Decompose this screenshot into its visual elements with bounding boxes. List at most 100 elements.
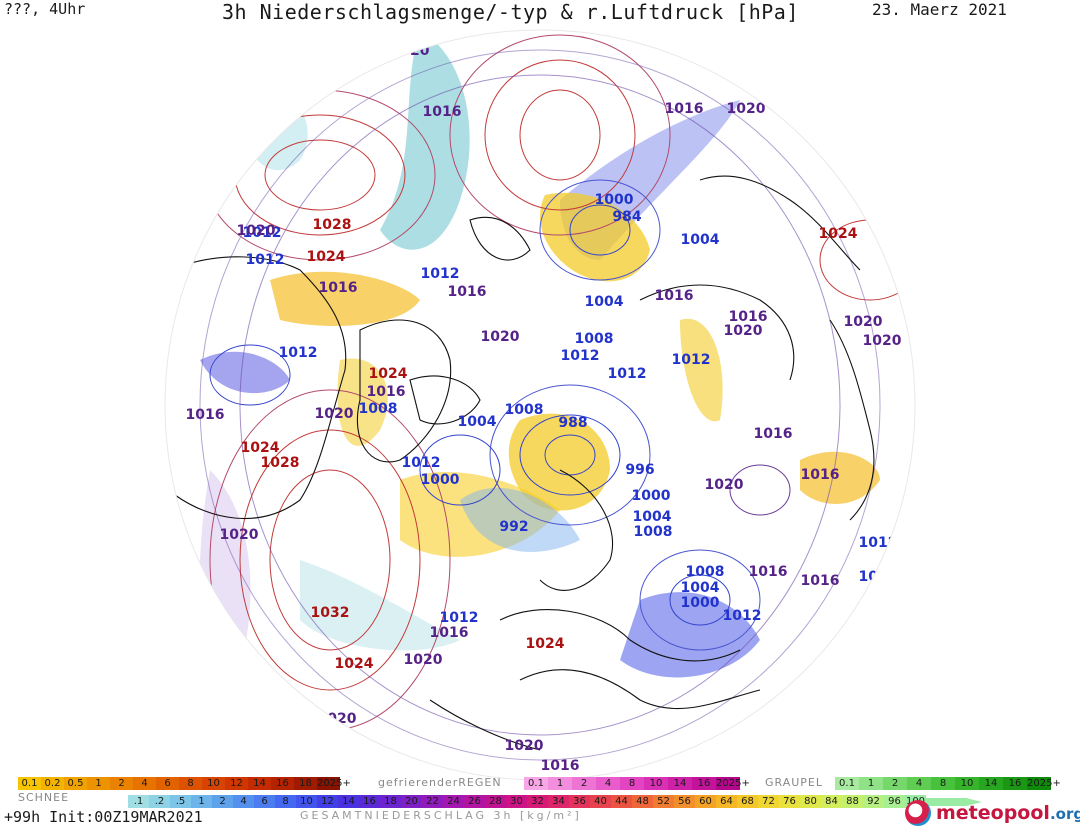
isobar-label: 1004 (681, 232, 720, 248)
brand-name: meteopool.org (936, 802, 1080, 824)
isobar-label: 1024 (335, 656, 374, 672)
isobar-label: 1016 (186, 407, 225, 423)
legend-swatch: 40 (590, 795, 611, 808)
legend-swatch: 8 (275, 795, 296, 808)
legend-swatch: 88 (842, 795, 863, 808)
legend-swatch: 60 (695, 795, 716, 808)
isobar-label: 1028 (261, 455, 300, 471)
isobar-label: 1020 (727, 101, 766, 117)
map-disc (165, 30, 915, 780)
isobar-label: 1020 (220, 527, 259, 543)
legend-swatch: 92 (863, 795, 884, 808)
legend-swatch: 10 (202, 777, 225, 790)
isobar-label: 1012 (402, 455, 441, 471)
legend-total-scale: .1.2.5 1 2 4 6 8 10 12 14 16 18 20 22 24 26 28 30 32 34 36 4… (128, 795, 926, 808)
legend-swatch: 44 (611, 795, 632, 808)
isobar-label: 1016 (801, 573, 840, 589)
isobar-label: 1020 (505, 738, 544, 754)
legend-swatch: 10 (955, 777, 979, 790)
isobar-label: 1016 (665, 101, 704, 117)
legend-swatch: 12 (317, 795, 338, 808)
isobar-label: 1008 (575, 331, 614, 347)
isobar-label: 1012 (859, 535, 898, 551)
isobar-label: 1024 (307, 249, 346, 265)
isobar-label: 1020 (481, 329, 520, 345)
isobar-label: 1016 (801, 467, 840, 483)
isobar-label: 1020 (318, 711, 357, 727)
isobar-label: 1016 (729, 309, 768, 325)
legend-swatch: .2 (149, 795, 170, 808)
isobar-label: 1016 (319, 280, 358, 296)
legend-swatch: 2 (883, 777, 907, 790)
legend-swatch: 96 (884, 795, 905, 808)
legend-swatch: 16 (271, 777, 294, 790)
isobar-label: 1020 (237, 223, 276, 239)
isobar-label: 1032 (311, 605, 350, 621)
legend-swatch: 1 (859, 777, 883, 790)
legend-swatch: 36 (569, 795, 590, 808)
isobar-label: 1012 (279, 345, 318, 361)
isobar-label: 1016 (430, 625, 469, 641)
legend-caption: GESAMTNIEDERSCHLAG 3h [kg/m²] (300, 809, 582, 822)
isobar-label: 1016 (749, 564, 788, 580)
legend-swatch: 4 (233, 795, 254, 808)
legend-swatch: 28 (485, 795, 506, 808)
run-info: +99h Init:00Z19MAR2021 (4, 808, 203, 826)
isobar-label: 1016 (541, 758, 580, 774)
isobar-label: 1016 (655, 288, 694, 304)
legend-swatch: 48 (632, 795, 653, 808)
legend-swatch: .5 (170, 795, 191, 808)
legend-swatch: 18 (380, 795, 401, 808)
legend-swatch: 6 (254, 795, 275, 808)
legend-swatch: 0.1 (524, 777, 548, 790)
legend-swatch: 26 (464, 795, 485, 808)
legend-swatch: 14 (248, 777, 271, 790)
legend-swatch: 34 (548, 795, 569, 808)
valid-date-label: 23. Maerz 2021 (872, 0, 1007, 19)
legend-swatch: 8 (620, 777, 644, 790)
legend-swatch: 10 (296, 795, 317, 808)
isobar-label: 1012 (561, 348, 600, 364)
isobar-label: 1024 (819, 226, 858, 242)
legend-swatch: 6 (156, 777, 179, 790)
isobar-label: 1000 (681, 595, 720, 611)
isobar-label: 1016 (754, 426, 793, 442)
legend-swatch: 64 (716, 795, 737, 808)
legend-snow-scale: 0.1 0.2 0.5 1 2 4 6 8 10 12 14 16 18 2025+ (18, 777, 351, 790)
isobar-label: 1012 (672, 352, 711, 368)
legend-swatch: 2 (110, 777, 133, 790)
legend-swatch: 8 (931, 777, 955, 790)
legend-swatch: 2 (572, 777, 596, 790)
isobar-label: 1000 (421, 472, 460, 488)
isobar-label: 1008 (634, 524, 673, 540)
isobar-label: 1004 (585, 294, 624, 310)
isobar-label: 1016 (423, 104, 462, 120)
legend-swatch: 12 (225, 777, 248, 790)
isobar-label: 1012 (608, 366, 647, 382)
legend-swatch: 4 (907, 777, 931, 790)
isobar-label: 1024 (526, 636, 565, 652)
legend-swatch: 0.5 (64, 777, 87, 790)
isobar-label: 1012 (440, 610, 479, 626)
isobar-label: 1016 (367, 384, 406, 400)
legend-swatch: 32 (527, 795, 548, 808)
isobar-label: 1012 (859, 569, 898, 585)
brand-logo[interactable]: meteopool.org (905, 800, 1080, 826)
legend-swatch: 16 (359, 795, 380, 808)
isobar-label: 1012 (246, 252, 285, 268)
legend-swatch: 14 (338, 795, 359, 808)
legend-graupel-scale: 0.1 1 2 4 8 10 14 16 2025+ (835, 777, 1061, 790)
legend-swatch: 68 (737, 795, 758, 808)
legend-swatch: 14 (668, 777, 692, 790)
legend-graupel-label: GRAUPEL (765, 776, 824, 789)
isobar-label: 1020 (863, 333, 902, 349)
legend-swatch: .1 (128, 795, 149, 808)
isobar-label: 1000 (595, 192, 634, 208)
isobar-lines (199, 34, 915, 761)
legend-swatch: 52 (653, 795, 674, 808)
isobar-label: 1008 (505, 402, 544, 418)
map-title: 3h Niederschlagsmenge/-typ & r.Luftdruck… (222, 0, 799, 24)
isobar-label: 1004 (458, 414, 497, 430)
isobar-label: 1024 (241, 440, 280, 456)
